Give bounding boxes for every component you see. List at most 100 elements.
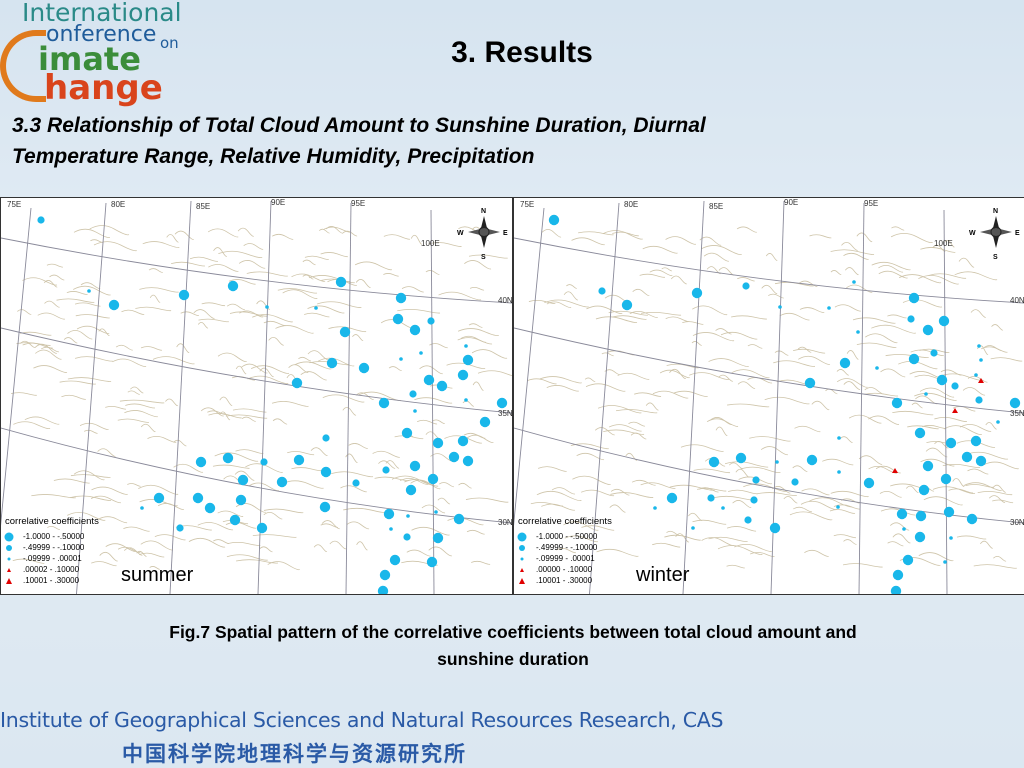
contour-line	[469, 286, 485, 291]
contour-line	[300, 371, 327, 381]
contour-line	[271, 400, 309, 407]
contour-line	[140, 540, 174, 551]
contour-line	[555, 547, 577, 554]
legend-row: .00000 - .10000	[518, 564, 612, 575]
contour-line	[444, 435, 483, 444]
contour-line	[666, 363, 699, 369]
contour-line	[963, 482, 1002, 491]
season-label-winter: winter	[636, 564, 690, 586]
contour-line	[391, 475, 435, 486]
longitude-label: 85E	[196, 202, 210, 211]
contour-line	[139, 287, 179, 293]
contour-line	[354, 261, 393, 271]
contour-line	[112, 358, 147, 367]
contour-line	[610, 488, 630, 496]
contour-line	[246, 271, 288, 277]
compass-letter: S	[993, 254, 998, 261]
contour-line	[252, 534, 297, 538]
station-marker-dot	[457, 435, 469, 447]
contour-line	[61, 394, 86, 400]
contour-line	[833, 534, 857, 539]
contour-line	[310, 447, 328, 456]
contour-line	[934, 416, 968, 422]
contour-line	[189, 256, 219, 262]
longitude-label: 75E	[7, 200, 21, 209]
contour-line	[457, 328, 499, 337]
contour-line	[581, 489, 615, 497]
legend-label: .00002 - .10000	[23, 565, 80, 574]
station-marker-dot	[383, 508, 395, 520]
contour-line	[902, 299, 943, 308]
contour-line	[639, 273, 666, 278]
contour-line	[973, 564, 1017, 569]
contour-line	[243, 243, 264, 250]
latitude-label: 40N	[1010, 296, 1024, 305]
contour-line	[680, 444, 724, 452]
contour-line	[207, 410, 226, 415]
station-marker-dot	[427, 317, 435, 325]
contour-line	[43, 280, 58, 288]
map-canvas-summer: 75E 80E 85E 90E 95E 100E 40N 35N 30N N E S W	[1, 198, 512, 594]
contour-line	[546, 385, 579, 392]
contour-line	[631, 479, 656, 486]
logo-line-3: imate	[38, 40, 141, 78]
contour-line	[119, 399, 165, 404]
contour-line	[760, 446, 789, 456]
contour-line	[446, 362, 486, 370]
station-marker-dot	[235, 494, 247, 506]
map-canvas-winter: 75E 80E 85E 90E 95E 100E 40N 35N 30N N E S W	[514, 198, 1024, 594]
contour-line	[749, 436, 791, 442]
contour-line	[952, 406, 976, 412]
contour-line	[843, 539, 857, 545]
contour-line	[226, 554, 268, 561]
legend-row: .10001 - .30000	[518, 575, 612, 586]
station-marker-dot	[922, 460, 934, 472]
station-marker-dot	[496, 397, 508, 409]
contour-line	[720, 331, 758, 340]
station-marker-dot	[707, 494, 715, 502]
contour-line	[256, 300, 271, 310]
contour-line	[649, 269, 673, 277]
station-marker-dot	[227, 280, 239, 292]
contour-line	[757, 492, 797, 496]
station-marker-dot	[87, 289, 91, 293]
legend-marker-large-dot	[4, 532, 14, 541]
station-marker-dot	[977, 344, 981, 348]
contour-line	[331, 471, 374, 478]
contour-line	[272, 418, 288, 425]
contour-line	[948, 488, 974, 494]
contour-line	[965, 484, 995, 488]
contour-line	[669, 368, 687, 379]
station-marker-dot	[462, 354, 474, 366]
station-marker-dot	[975, 396, 983, 404]
compass-star-ew	[980, 228, 1012, 236]
meridian-line	[345, 202, 352, 594]
contour-line	[47, 525, 61, 530]
contour-line	[67, 511, 106, 521]
contour-line	[541, 503, 576, 511]
station-marker-dot	[192, 492, 204, 504]
contour-line	[73, 470, 105, 481]
contour-line	[226, 303, 245, 311]
map-legend: correlative coefficients -1.0000 - -.500…	[517, 516, 612, 586]
contour-line	[321, 520, 340, 530]
contour-line	[809, 497, 853, 508]
station-marker-dot	[852, 280, 856, 284]
contour-line	[468, 323, 483, 328]
contour-line	[200, 407, 224, 417]
station-marker-dot	[358, 362, 370, 374]
contour-line	[773, 360, 816, 367]
contour-line	[942, 464, 981, 469]
contour-line	[219, 411, 231, 421]
contour-line	[236, 559, 278, 564]
station-marker-dot	[863, 477, 875, 489]
contour-line	[743, 483, 787, 492]
contour-line	[736, 226, 757, 233]
station-marker-dot	[598, 287, 606, 295]
contour-line	[625, 452, 638, 461]
contour-line	[138, 552, 165, 558]
contour-line	[584, 377, 596, 382]
contour-line	[17, 309, 32, 315]
contour-line	[911, 402, 923, 409]
contour-line	[466, 529, 485, 535]
